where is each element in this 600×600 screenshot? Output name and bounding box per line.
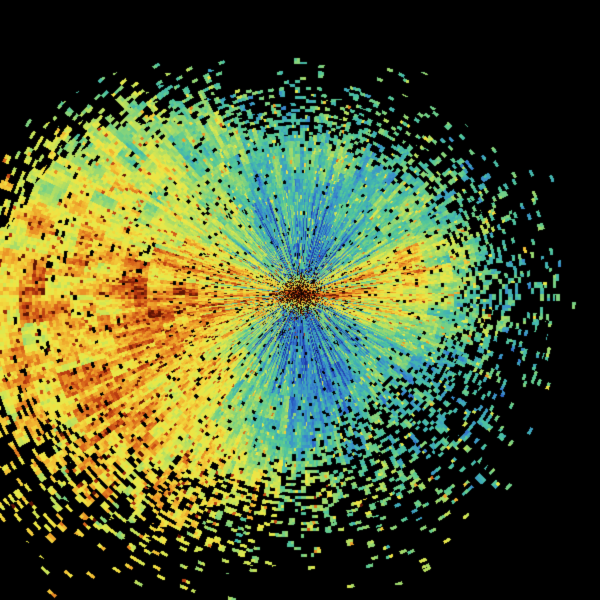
radar-heatmap-canvas [0, 0, 600, 600]
doppler-radar-ppi [0, 0, 600, 600]
